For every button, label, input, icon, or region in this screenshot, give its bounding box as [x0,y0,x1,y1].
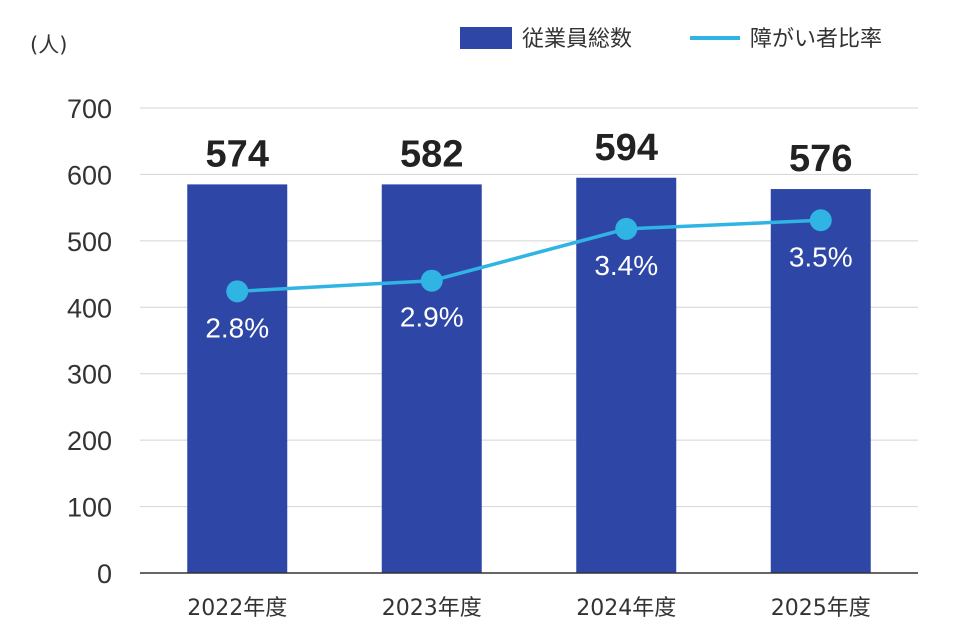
bars [187,177,871,574]
x-axis-ticks: 2022年度 2023年度 2024年度 2025年度 [187,596,871,621]
bar [381,184,482,573]
y-tick-label: 200 [67,426,112,456]
bar-value-label: 594 [595,127,658,169]
y-axis-unit: (人) [30,33,67,57]
legend-label-bar: 従業員総数 [522,27,632,52]
ratio-value-label: 2.8% [205,312,269,343]
ratio-point [615,217,638,240]
x-tick-label: 2024年度 [576,596,676,621]
y-axis-ticks: 0 100 200 300 400 500 600 700 [67,94,112,589]
ratio-point [809,209,832,232]
ratio-value-labels: 2.8% 2.9% 3.4% 3.5% [205,241,852,343]
ratio-value-label: 2.9% [400,302,464,333]
bar-value-label: 576 [789,138,852,180]
y-tick-label: 300 [67,360,112,390]
x-tick-label: 2025年度 [771,596,871,621]
ratio-point [226,280,249,303]
ratio-point [420,269,443,292]
legend: 従業員総数 障がい者比率 [460,27,882,52]
y-tick-label: 600 [67,160,112,190]
bar [576,177,677,573]
bar-value-labels: 574 582 594 576 [206,127,853,180]
y-tick-label: 400 [67,293,112,323]
y-tick-label: 700 [67,94,112,124]
x-tick-label: 2023年度 [382,596,482,621]
legend-swatch-bar [460,27,512,49]
y-tick-label: 100 [67,493,112,523]
ratio-value-label: 3.4% [594,250,658,281]
x-tick-label: 2022年度 [187,596,287,621]
bar-value-label: 574 [206,133,269,175]
y-tick-label: 0 [97,559,112,589]
ratio-value-label: 3.5% [789,241,853,272]
ratio-line [226,209,832,303]
bar [187,184,288,573]
bar [770,189,871,574]
bar-value-label: 582 [400,133,463,175]
ratio-line-path [237,218,821,294]
legend-label-line: 障がい者比率 [750,27,882,52]
y-tick-label: 500 [67,227,112,257]
